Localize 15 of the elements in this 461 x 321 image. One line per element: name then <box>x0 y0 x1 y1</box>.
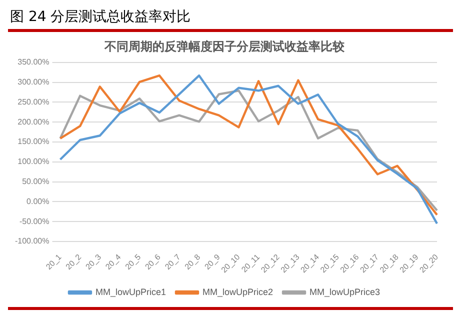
y-tick-label: 300.00% <box>18 78 50 86</box>
y-tick-label: 200.00% <box>18 117 50 126</box>
y-tick-label: 100.00% <box>18 157 50 166</box>
y-tick-label: 150.00% <box>18 137 50 146</box>
legend-label: MM_lowUpPrice2 <box>202 286 274 297</box>
chart-subtitle: 不同周期的反弹幅度因子分层测试收益率比较 <box>104 39 346 54</box>
legend-label: MM_lowUpPrice3 <box>310 286 380 297</box>
y-tick-label: -50.00% <box>19 216 50 226</box>
y-tick-label: 250.00% <box>18 97 50 106</box>
y-tick-label: 0.00% <box>26 196 50 206</box>
y-tick-label: -100.00% <box>14 236 50 246</box>
y-tick-label: 50.00% <box>22 176 50 186</box>
legend-label: MM_lowUpPrice1 <box>95 286 166 297</box>
y-tick-label: 350.00% <box>18 58 50 67</box>
chart-title: 图 24 分层测试总收益率对比 <box>9 8 192 27</box>
